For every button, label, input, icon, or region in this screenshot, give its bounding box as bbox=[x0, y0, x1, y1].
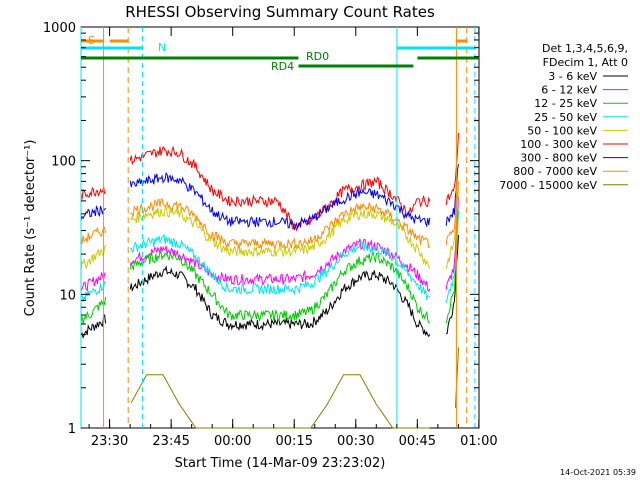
series-line bbox=[80, 244, 107, 272]
x-tick-label: 00:45 bbox=[399, 434, 436, 449]
chart-title: RHESSI Observing Summary Count Rates bbox=[125, 3, 435, 21]
plot-area bbox=[80, 26, 480, 429]
legend-label: 25 - 50 keV bbox=[534, 111, 597, 124]
series-line bbox=[454, 347, 459, 408]
decim2-flag-label: RD4 bbox=[271, 60, 294, 73]
legend-label: 12 - 25 keV bbox=[534, 97, 597, 110]
legend-header-line-1: Det 1,3,4,5,6,9, bbox=[542, 42, 628, 55]
series-line bbox=[129, 197, 430, 251]
series-line bbox=[129, 265, 431, 338]
series-line bbox=[80, 186, 106, 200]
series-line bbox=[129, 171, 431, 230]
series-line bbox=[80, 226, 107, 245]
legend-label: 6 - 12 keV bbox=[541, 84, 597, 97]
night-flag-label: N bbox=[158, 41, 166, 54]
series-line bbox=[80, 205, 107, 221]
series-group bbox=[80, 132, 459, 429]
decim-flag-label: RD0 bbox=[306, 50, 329, 63]
y-tick-label: 1000 bbox=[43, 21, 76, 36]
series-line bbox=[80, 280, 106, 302]
x-tick-label: 01:00 bbox=[460, 434, 497, 449]
series-line bbox=[80, 296, 107, 324]
y-axis-label: Count Rate (s⁻¹ detector⁻¹) bbox=[23, 140, 38, 317]
flags-group: S N RD0 RD4 bbox=[80, 27, 479, 428]
series-line bbox=[129, 238, 431, 292]
x-tick-label: 00:30 bbox=[337, 434, 374, 449]
legend: Det 1,3,4,5,6,9, FDecim 1, Att 0 3 - 6 k… bbox=[499, 42, 628, 192]
legend-label: 50 - 100 keV bbox=[527, 124, 597, 137]
x-tick-label: 00:00 bbox=[214, 434, 251, 449]
legend-label: 7000 - 15000 keV bbox=[499, 179, 597, 192]
x-axis-label: Start Time (14-Mar-09 23:23:02) bbox=[175, 456, 386, 471]
x-tick-label: 23:30 bbox=[91, 434, 128, 449]
series-line bbox=[80, 272, 106, 292]
x-tick-label: 00:15 bbox=[276, 434, 313, 449]
x-axis: 23:30 23:45 00:00 00:15 00:30 00:45 01:00 bbox=[88, 27, 498, 449]
x-tick-label: 23:45 bbox=[152, 434, 189, 449]
series-line bbox=[130, 374, 430, 429]
legend-label: 100 - 300 keV bbox=[520, 138, 597, 151]
y-tick-label: 100 bbox=[51, 155, 76, 170]
saa-flag-label: S bbox=[88, 34, 95, 47]
series-line bbox=[129, 145, 431, 232]
plot-frame bbox=[80, 26, 480, 429]
y-tick-label: 1 bbox=[68, 422, 76, 437]
legend-header-line-2: FDecim 1, Att 0 bbox=[543, 56, 628, 69]
y-axis: 1 10 100 1000 bbox=[43, 21, 479, 437]
y-tick-label: 10 bbox=[59, 288, 76, 303]
series-line bbox=[129, 233, 431, 301]
series-line bbox=[129, 249, 430, 324]
legend-label: 300 - 800 keV bbox=[520, 152, 597, 165]
legend-label: 800 - 7000 keV bbox=[513, 165, 597, 178]
legend-label: 3 - 6 keV bbox=[548, 70, 597, 83]
series-line bbox=[80, 314, 107, 339]
timestamp: 14-Oct-2021 05:39 bbox=[560, 468, 636, 477]
